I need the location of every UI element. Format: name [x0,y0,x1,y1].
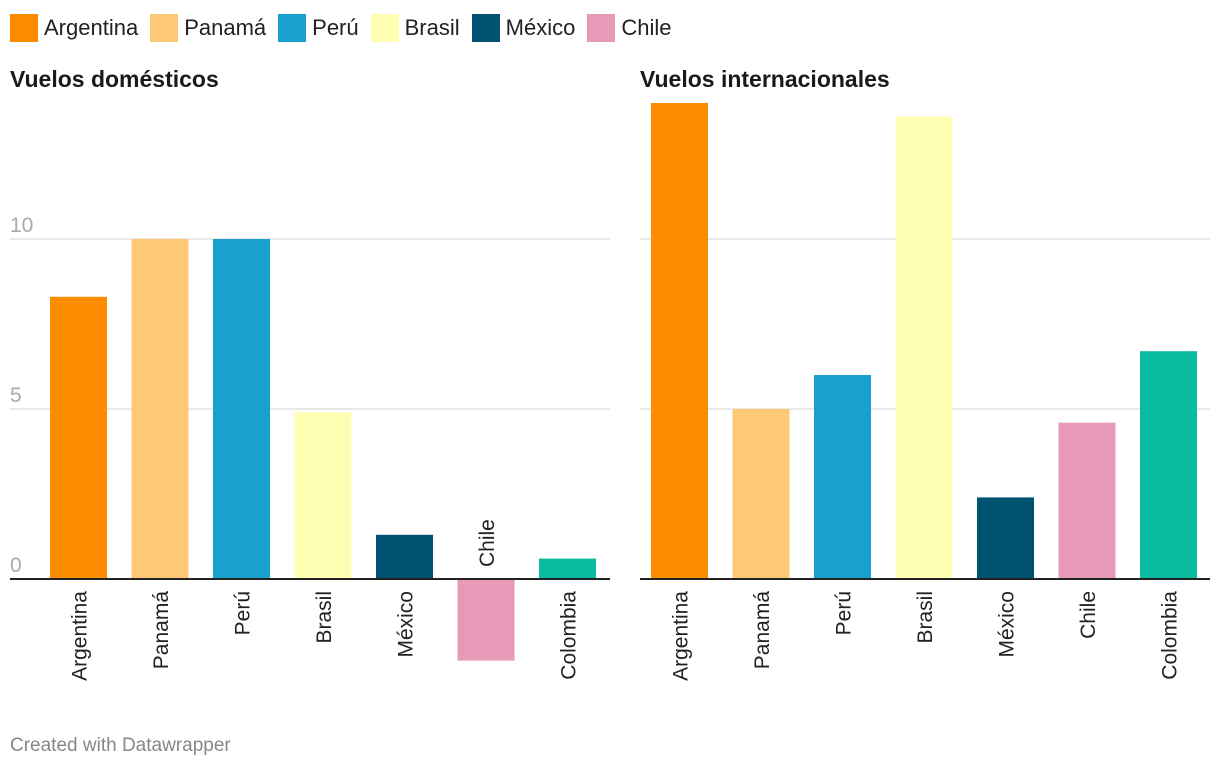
legend-item-panama: Panamá [150,14,266,42]
bar-argentina [651,103,708,579]
bar-panama [131,239,189,579]
bar-colombia [1140,351,1197,579]
legend-label: Chile [621,15,672,40]
bar-colombia [539,558,596,579]
legend-item-chile: Chile [587,14,671,42]
x-tick-label: Panamá [150,591,173,670]
credit-text: Created with Datawrapper [10,735,231,756]
x-tick-label: México [996,591,1019,658]
y-tick-label: 10 [10,214,33,237]
legend-label: México [505,15,576,40]
legend: Argentina Panamá Perú Brasil México Chil… [10,12,683,44]
legend-item-brasil: Brasil [370,14,460,42]
bar-mexico [977,497,1034,579]
bar-chile [457,579,515,661]
legend-label: Brasil [404,15,460,40]
x-tick-label: Perú [232,591,255,635]
x-tick-label: Brasil [313,591,336,644]
chart-title-international: Vuelos internacionales [640,66,890,92]
x-tick-label: Panamá [751,591,774,670]
legend-item-peru: Perú [278,14,359,42]
x-tick-label: Chile [476,519,499,567]
legend-swatch [150,14,179,42]
x-tick-label: Colombia [558,591,581,680]
legend-swatch [278,14,307,42]
legend-swatch [587,14,616,42]
bar-panama [732,409,790,579]
bar-peru [814,375,871,579]
bar-brasil [895,116,953,579]
legend-label: Perú [312,15,359,40]
x-tick-label: Argentina [69,591,92,681]
bar-chile [1058,422,1116,579]
bar-peru [213,239,270,579]
x-tick-label: Argentina [670,591,693,681]
x-tick-label: Chile [1077,591,1100,639]
bar-mexico [376,534,433,579]
x-tick-label: Brasil [914,591,937,644]
x-tick-label: Perú [833,591,856,635]
bar-brasil [294,412,352,579]
legend-swatch [471,14,500,42]
legend-label: Argentina [44,15,139,40]
legend-item-argentina: Argentina [10,14,138,42]
legend-swatch [370,14,399,42]
x-tick-label: México [395,591,418,658]
legend-label: Panamá [184,15,267,40]
x-tick-label: Colombia [1159,591,1182,680]
y-tick-label: 0 [10,554,22,577]
bar-argentina [50,296,107,579]
legend-item-mexico: México [471,14,576,42]
chart-title-domestic: Vuelos domésticos [10,66,219,92]
legend-swatch [10,14,38,42]
y-tick-label: 5 [10,384,22,407]
